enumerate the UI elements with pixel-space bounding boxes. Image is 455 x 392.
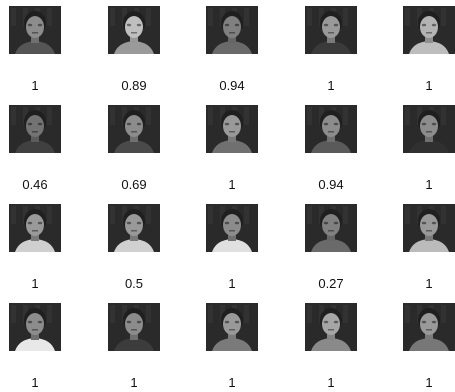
face-thumbnail bbox=[305, 303, 357, 351]
face-thumbnail bbox=[403, 6, 455, 54]
match-score: 0.94 bbox=[219, 78, 245, 93]
match-score: 1 bbox=[425, 276, 433, 291]
match-score: 1 bbox=[130, 375, 138, 390]
match-score: 1 bbox=[425, 78, 433, 93]
match-score: 1 bbox=[228, 276, 236, 291]
face-thumbnail bbox=[206, 204, 258, 252]
match-score: 1 bbox=[31, 375, 39, 390]
face-thumbnail bbox=[206, 6, 258, 54]
face-thumbnail bbox=[108, 6, 160, 54]
match-score: 0.46 bbox=[22, 177, 48, 192]
match-score: 1 bbox=[327, 78, 335, 93]
face-thumbnail bbox=[403, 204, 455, 252]
match-score: 0.5 bbox=[124, 276, 144, 291]
face-thumbnail bbox=[9, 204, 61, 252]
face-thumbnail bbox=[305, 204, 357, 252]
match-score: 0.69 bbox=[121, 177, 147, 192]
face-thumbnail bbox=[9, 6, 61, 54]
match-score: 1 bbox=[425, 375, 433, 390]
match-score: 0.27 bbox=[318, 276, 344, 291]
match-score: 1 bbox=[228, 375, 236, 390]
face-thumbnail bbox=[9, 303, 61, 351]
face-thumbnail bbox=[9, 105, 61, 153]
face-thumbnail bbox=[108, 303, 160, 351]
face-thumbnail bbox=[403, 303, 455, 351]
face-thumbnail bbox=[108, 105, 160, 153]
match-score: 1 bbox=[425, 177, 433, 192]
face-thumbnail bbox=[206, 105, 258, 153]
face-thumbnail bbox=[305, 6, 357, 54]
match-score: 1 bbox=[31, 78, 39, 93]
match-score: 0.94 bbox=[318, 177, 344, 192]
match-score: 0.89 bbox=[121, 78, 147, 93]
match-score: 1 bbox=[228, 177, 236, 192]
face-thumbnail bbox=[108, 204, 160, 252]
face-thumbnail bbox=[206, 303, 258, 351]
match-score: 1 bbox=[327, 375, 335, 390]
match-score: 1 bbox=[31, 276, 39, 291]
face-thumbnail bbox=[305, 105, 357, 153]
face-thumbnail bbox=[403, 105, 455, 153]
